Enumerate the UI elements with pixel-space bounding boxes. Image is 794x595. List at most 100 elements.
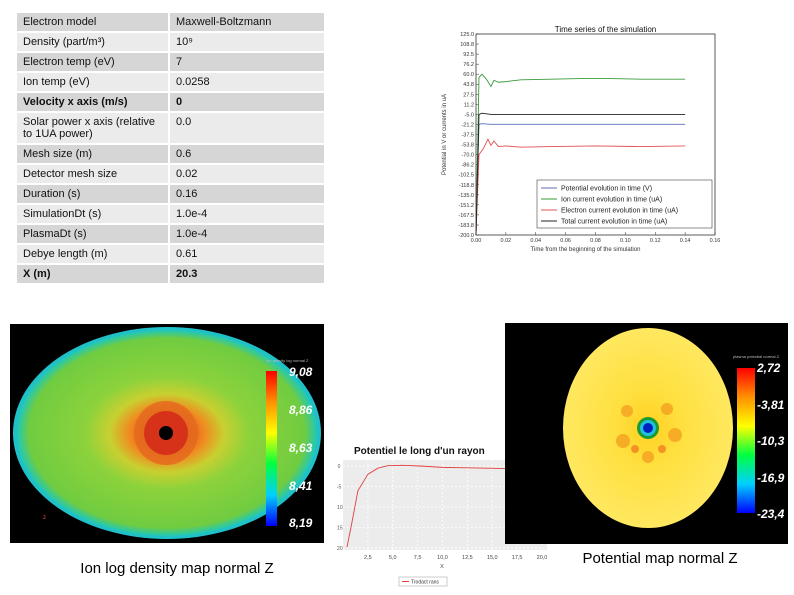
y-tick-label: -167.5 [458,213,474,219]
parameter-row: Mesh size (m) 0.6 [17,144,324,165]
x-tick-label: 10,0 [437,555,448,561]
ion-density-map: z ion density log normal Z 9,08 8,86 8,6… [10,324,324,543]
x-tick-label: 0.04 [530,238,541,244]
y-tick-label: 0 [338,464,341,470]
parameter-name: Electron model [17,13,170,33]
x-tick-label: 0.16 [710,238,720,244]
potential-map-caption: Potential map normal Z [582,550,738,567]
parameter-name: SimulationDt (s) [17,204,170,225]
svg-text:z: z [43,515,46,521]
ion-colorbar-tick: 9,08 [289,365,313,379]
parameter-value: 0.02 [169,164,324,185]
y-tick-label: -5 [337,485,341,491]
y-tick-label: -102.5 [458,173,474,179]
x-tick-label: 17,5 [512,555,523,561]
x-tick-label: 15,0 [487,555,498,561]
parameter-value: Maxwell-Boltzmann [169,13,324,33]
parameter-row: Electron model Maxwell-Boltzmann [17,13,324,33]
parameter-row: Velocity x axis (m/s) 0 [17,92,324,113]
y-tick-label: -37.5 [461,133,474,139]
y-tick-label: -5.0 [465,112,474,118]
parameter-value: 0.0 [169,112,324,145]
legend-box [536,179,713,229]
ion-colorbar-tick: 8,86 [289,403,313,417]
ion-density-image: z [13,327,321,539]
parameter-value: 0 [169,92,324,113]
y-tick-label: 92.5 [463,52,474,58]
ion-colorbar-tick: 8,19 [289,516,313,530]
legend-label: Total current evolution in time (uA) [561,219,667,226]
parameter-value: 0.6 [169,144,324,165]
potential-colorbar-tick: 2,72 [757,361,781,375]
y-tick-label: -15 [337,526,343,532]
ion-map-caption: Ion log density map normal Z [80,560,274,577]
y-tick-label: 125.0 [460,32,474,38]
x-tick-label: 7,5 [414,555,422,561]
potential-colorbar-title: plasma potential normal Z [733,354,780,359]
x-tick-label: 0.14 [680,238,691,244]
parameter-value: 1.0e-4 [169,224,324,245]
y-tick-label: -200.0 [458,233,474,239]
x-axis-label: X [440,564,444,570]
parameter-value: 0.0258 [169,72,324,93]
y-tick-label: 11.2 [464,102,474,108]
parameter-row: Electron temp (eV) 7 [17,52,324,73]
parameter-row: Solar power x axis (relative to 1UA powe… [17,112,324,145]
potential-map: plasma potential normal Z 2,72 -3,81 -10… [505,323,788,544]
x-tick-label: 12,5 [462,555,473,561]
y-tick-label: -20 [337,546,343,552]
potential-image [563,328,755,528]
parameter-row: Ion temp (eV) 0.0258 [17,72,324,93]
y-tick-label: -21.2 [461,122,474,128]
parameter-name: Solar power x axis (relative to 1UA powe… [17,112,170,145]
potential-colorbar-tick: -16,9 [757,471,785,485]
parameter-name: Velocity x axis (m/s) [17,92,170,113]
x-tick-label: 2,5 [364,555,372,561]
y-tick-label: -151.2 [458,203,474,209]
legend-box [398,576,448,587]
parameter-name: Density (part/m³) [17,32,170,53]
y-tick-label: -135.0 [458,193,474,199]
parameter-row: Density (part/m³) 10⁹ [17,32,324,53]
parameter-name: Duration (s) [17,184,170,205]
series-line [475,112,686,236]
y-tick-label: 27.5 [463,92,474,98]
series-line [475,73,686,236]
ion-colorbar-title: ion density log normal Z [266,358,309,363]
x-tick-label: 0.06 [560,238,571,244]
potential-colorbar-tick: -3,81 [757,398,785,412]
x-tick-label: 0.10 [620,238,631,244]
x-tick-label: 0.12 [650,238,661,244]
y-tick-label: 76.2 [463,62,474,68]
parameter-name: PlasmaDt (s) [17,224,170,245]
parameter-name: Ion temp (eV) [17,72,170,93]
parameter-row: PlasmaDt (s) 1.0e-4 [17,224,324,245]
y-axis-label: Potential in V or currents in uA [442,94,448,175]
y-tick-label: 60.0 [463,72,474,78]
chart-title: Time series of the simulation [555,25,657,34]
legend-label: Potential evolution in time (V) [561,186,652,193]
potential-colorbar-tick: -23,4 [757,507,785,521]
parameter-row: SimulationDt (s) 1.0e-4 [17,204,324,225]
parameter-row: Detector mesh size 0.02 [17,164,324,185]
parameter-name: Debye length (m) [17,244,170,265]
parameter-row: Duration (s) 0.16 [17,184,324,205]
ion-colorbar-tick: 8,63 [289,441,313,455]
x-tick-label: 0.00 [471,238,482,244]
series-line [475,138,686,236]
y-tick-label: -10 [337,505,343,511]
y-tick-label: -118.8 [459,183,474,189]
x-tick-label: 0.02 [501,238,512,244]
y-tick-label: 43.8 [463,82,474,88]
parameter-table: Electron model Maxwell-Boltzmann Density (… [17,13,324,285]
legend-label: Trodact rans [411,580,439,586]
chart-title: Potentiel le long d'un rayon [354,446,485,457]
parameter-row: Debye length (m) 0.61 [17,244,324,265]
time-series-chart: Time series of the simulation 125.0 108.8 9… [442,25,720,253]
x-tick-label: 5,0 [389,555,397,561]
ion-colorbar-tick: 8,41 [289,479,313,493]
y-tick-label: -70.0 [461,153,474,159]
potential-colorbar-tick: -10,3 [757,434,785,448]
x-tick-label: 0.08 [590,238,601,244]
y-tick-label: -183.8 [458,223,474,229]
